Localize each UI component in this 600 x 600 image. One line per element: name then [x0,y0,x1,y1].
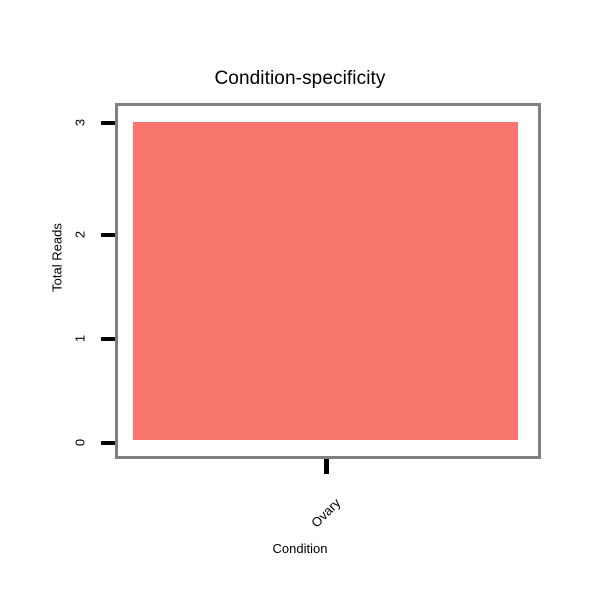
plot-panel [115,103,541,459]
plot-area [118,106,538,456]
y-axis-title: Total Reads [49,223,65,292]
y-tick-mark-1 [101,337,115,341]
y-tick-mark-0 [101,441,115,445]
bar-ovary[interactable] [133,122,518,440]
y-tick-mark-2 [101,233,115,237]
y-tick-label-3: 3 [72,118,88,127]
y-tick-label-2: 2 [72,230,88,239]
x-tick-label-ovary: Ovary [308,495,344,531]
y-tick-label-1: 1 [72,334,88,343]
y-tick-mark-3 [101,121,115,125]
y-tick-label-0: 0 [72,438,88,447]
x-tick-mark-ovary [324,459,329,474]
x-axis-title: Condition [272,541,328,556]
chart-title: Condition-specificity [214,68,386,89]
